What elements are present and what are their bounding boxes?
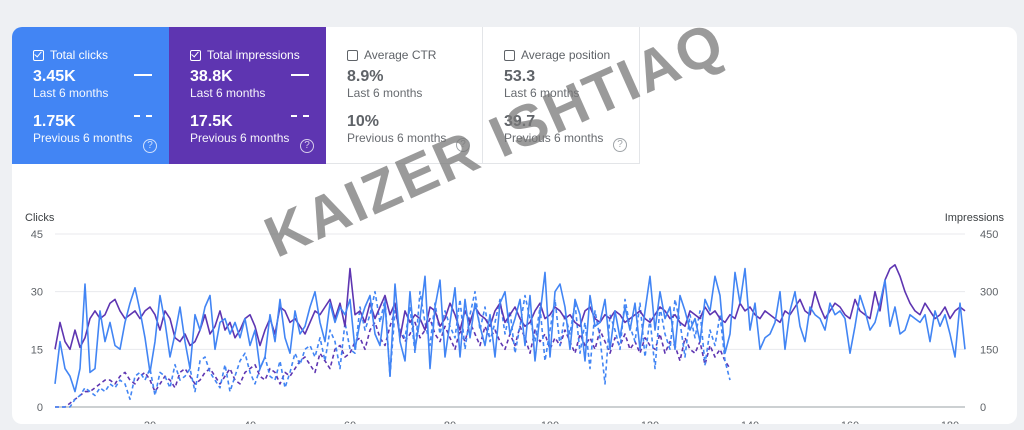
metric-period: Last 6 months <box>33 86 109 100</box>
metric-header: Total clicks <box>33 47 169 63</box>
left-axis-title: Clicks <box>25 212 55 224</box>
series-line-clicks <box>54 267 966 393</box>
x-tick-label: 120 <box>641 420 659 424</box>
right-tick-label: 150 <box>980 344 998 356</box>
x-tick-label: 180 <box>941 420 959 424</box>
right-tick-label: 300 <box>980 287 998 299</box>
metric-value: 8.9% <box>347 68 384 85</box>
right-tick-label: 0 <box>980 402 986 414</box>
metric-previous-period: Previous 6 months <box>33 131 133 145</box>
checkbox-checked-icon[interactable] <box>33 49 44 61</box>
metric-value: 38.8K <box>190 68 233 85</box>
x-tick-label: 40 <box>244 420 256 424</box>
solid-line-legend-icon <box>291 74 309 76</box>
metric-period: Last 6 months <box>190 86 266 100</box>
x-tick-label: 80 <box>444 420 456 424</box>
left-tick-label: 0 <box>37 402 43 414</box>
metric-previous-value: 10% <box>347 113 380 130</box>
metric-tiles: Total clicks 3.45K Last 6 months 1.75K P… <box>12 27 1017 164</box>
x-tick-label: 140 <box>741 420 759 424</box>
metric-label: Average position <box>521 48 611 62</box>
checkbox-checked-icon[interactable] <box>190 49 201 61</box>
checkbox-unchecked-icon[interactable] <box>347 49 358 61</box>
solid-line-legend-icon <box>134 74 152 76</box>
metric-previous-value: 1.75K <box>33 113 76 130</box>
metric-value: 3.45K <box>33 68 76 85</box>
metric-previous-period: Previous 6 months <box>347 131 447 145</box>
x-tick-label: 160 <box>841 420 859 424</box>
checkbox-unchecked-icon[interactable] <box>504 49 515 61</box>
right-tick-label: 450 <box>980 229 998 241</box>
metric-label: Total clicks <box>50 48 109 62</box>
metric-header: Average CTR <box>347 47 482 63</box>
chart-plot[interactable]: 0153045015030045020406080100120140160180 <box>12 164 1017 424</box>
dashed-line-legend-icon <box>291 115 309 117</box>
left-tick-label: 30 <box>31 287 43 299</box>
x-tick-label: 20 <box>144 420 156 424</box>
metric-previous-value: 39.7 <box>504 113 536 130</box>
metric-header: Average position <box>504 47 639 63</box>
series-line-impressions <box>54 264 966 351</box>
metric-period: Last 6 months <box>504 86 580 100</box>
dashed-line-legend-icon <box>134 115 152 117</box>
metric-value: 53.3 <box>504 68 536 85</box>
left-tick-label: 15 <box>31 344 43 356</box>
help-icon[interactable]: ? <box>300 139 314 153</box>
performance-chart: Clicks Impressions 015304501503004502040… <box>12 164 1017 424</box>
metric-period: Last 6 months <box>347 86 423 100</box>
metric-previous-period: Previous 6 months <box>190 131 290 145</box>
metric-header: Total impressions <box>190 47 326 63</box>
right-axis-title: Impressions <box>944 212 1004 224</box>
metric-total-impressions[interactable]: Total impressions 38.8K Last 6 months 17… <box>169 27 326 164</box>
metric-label: Average CTR <box>364 48 437 62</box>
performance-card: Total clicks 3.45K Last 6 months 1.75K P… <box>12 27 1017 424</box>
metric-average-position[interactable]: Average position 53.3 Last 6 months 39.7… <box>483 27 640 164</box>
x-tick-label: 100 <box>541 420 559 424</box>
metric-label: Total impressions <box>207 48 300 62</box>
metric-previous-value: 17.5K <box>190 113 233 130</box>
left-tick-label: 45 <box>31 229 43 241</box>
metric-previous-period: Previous 6 months <box>504 131 604 145</box>
metric-total-clicks[interactable]: Total clicks 3.45K Last 6 months 1.75K P… <box>12 27 169 164</box>
help-icon[interactable]: ? <box>143 139 157 153</box>
metric-average-ctr[interactable]: Average CTR 8.9% Last 6 months 10% Previ… <box>326 27 483 164</box>
help-icon[interactable]: ? <box>613 138 627 152</box>
help-icon[interactable]: ? <box>456 138 470 152</box>
x-tick-label: 60 <box>344 420 356 424</box>
